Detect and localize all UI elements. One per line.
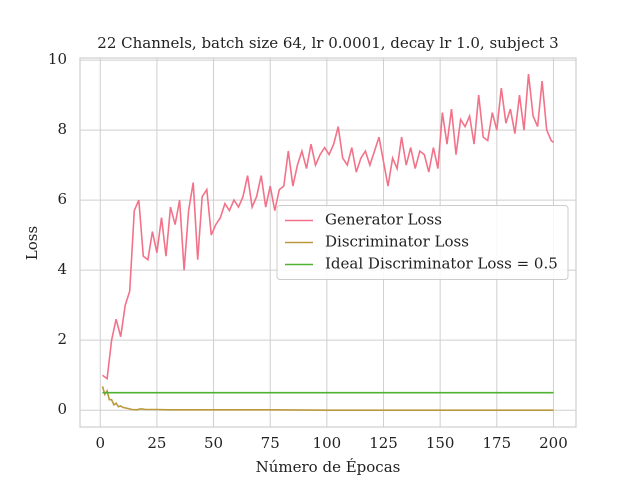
x-tick-label: 25 (147, 434, 166, 452)
legend-label: Ideal Discriminator Loss = 0.5 (325, 255, 558, 273)
x-tick-label: 50 (204, 434, 223, 452)
x-tick-label: 125 (369, 434, 398, 452)
legend-label: Generator Loss (325, 211, 442, 229)
x-tick-label: 100 (313, 434, 342, 452)
x-tick-label: 175 (482, 434, 511, 452)
x-tick-label: 75 (261, 434, 280, 452)
x-axis-label: Número de Épocas (256, 458, 401, 476)
y-tick-label: 8 (57, 120, 67, 138)
y-tick-label: 10 (48, 50, 67, 68)
series-line (102, 74, 554, 381)
y-tick-label: 0 (57, 400, 67, 418)
y-tick-label: 2 (57, 330, 67, 348)
y-tick-label: 6 (57, 190, 67, 208)
legend: Generator Loss Discriminator Loss Ideal Di… (276, 205, 569, 280)
legend-box (276, 205, 569, 280)
x-tick-label: 200 (539, 434, 568, 452)
legend-label: Discriminator Loss (325, 233, 469, 251)
x-tick-label: 150 (426, 434, 455, 452)
series-line (101, 386, 554, 412)
chart-title: 22 Channels, batch size 64, lr 0.0001, d… (97, 34, 558, 52)
y-tick-label: 4 (57, 260, 67, 278)
plot-border (79, 57, 577, 428)
y-axis-label: Loss (23, 226, 41, 260)
x-tick-label: 0 (96, 434, 106, 452)
